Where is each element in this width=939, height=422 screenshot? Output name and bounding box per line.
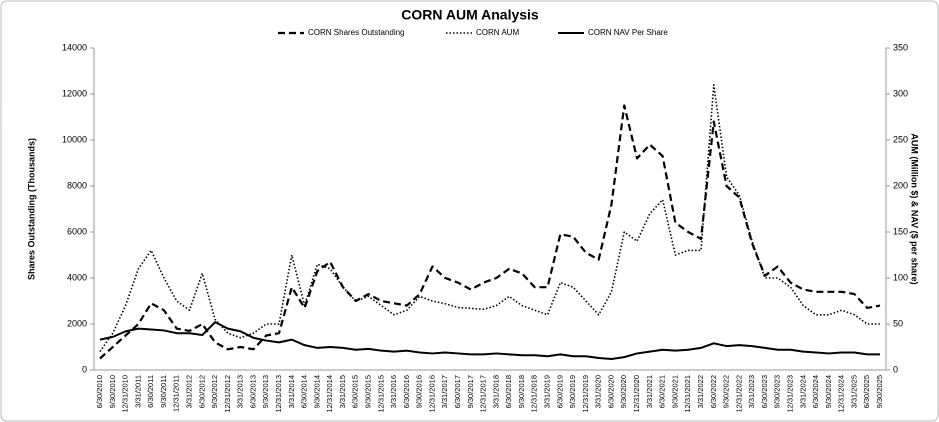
x-tick-label: 12/31/2021 xyxy=(683,375,692,413)
x-tick-label: 9/30/2018 xyxy=(517,375,526,408)
x-tick-label: 9/30/2021 xyxy=(670,375,679,408)
y2-tick-label: 100 xyxy=(893,272,908,282)
y2-axis-title: AUM (Million $) & NAV ($ per share) xyxy=(910,133,920,284)
x-tick-label: 12/31/2019 xyxy=(581,375,590,413)
x-tick-label: 9/30/2017 xyxy=(466,375,475,408)
y2-tick-label: 350 xyxy=(893,42,908,52)
x-tick-label: 12/31/2022 xyxy=(734,375,743,413)
x-tick-label: 3/31/2015 xyxy=(338,375,347,408)
x-tick-label: 12/31/2018 xyxy=(530,375,539,413)
y-tick-label: 14000 xyxy=(62,42,87,52)
x-tick-label: 6/30/2020 xyxy=(606,375,615,408)
chart-title: CORN AUM Analysis xyxy=(401,7,539,23)
x-tick-label: 9/30/2019 xyxy=(568,375,577,408)
x-tick-label: 9/30/2010 xyxy=(108,375,117,408)
x-tick-label: 6/30/2013 xyxy=(248,375,257,408)
x-tick-label: 3/31/2011 xyxy=(133,375,142,408)
x-tick-label: 12/31/2015 xyxy=(376,375,385,413)
x-tick-label: 9/30/2023 xyxy=(773,375,782,408)
x-tick-label: 6/30/2014 xyxy=(300,375,309,408)
x-tick-label: 3/31/2017 xyxy=(440,375,449,408)
x-tick-label: 6/30/2010 xyxy=(95,375,104,408)
x-tick-label: 12/31/2023 xyxy=(785,375,794,413)
x-tick-label: 9/30/2011 xyxy=(159,375,168,408)
y2-tick-label: 250 xyxy=(893,134,908,144)
x-tick-label: 9/30/2016 xyxy=(415,375,424,408)
x-tick-label: 6/30/2023 xyxy=(760,375,769,408)
x-tick-label: 6/30/2024 xyxy=(811,375,820,408)
legend-label: CORN NAV Per Share xyxy=(588,28,668,37)
legend-label: CORN Shares Outstanding xyxy=(308,28,405,37)
x-tick-label: 3/31/2019 xyxy=(543,375,552,408)
y2-tick-label: 50 xyxy=(893,318,903,328)
y2-tick-label: 300 xyxy=(893,88,908,98)
x-tick-label: 6/30/2016 xyxy=(402,375,411,408)
x-tick-label: 12/31/2024 xyxy=(837,375,846,413)
y-axis-title: Shares Outstanding (Thousands) xyxy=(26,138,36,280)
x-tick-label: 12/31/2011 xyxy=(172,375,181,412)
y-tick-label: 2000 xyxy=(67,318,87,328)
y2-tick-label: 200 xyxy=(893,180,908,190)
x-tick-label: 6/30/2018 xyxy=(504,375,513,408)
y-tick-label: 4000 xyxy=(67,272,87,282)
x-tick-label: 9/30/2024 xyxy=(824,375,833,408)
x-tick-label: 3/31/2012 xyxy=(184,375,193,408)
x-tick-label: 3/31/2020 xyxy=(594,375,603,408)
x-tick-label: 12/31/2020 xyxy=(632,375,641,413)
x-tick-label: 3/31/2022 xyxy=(696,375,705,408)
x-tick-label: 6/30/2017 xyxy=(453,375,462,408)
y-tick-label: 10000 xyxy=(62,134,87,144)
x-tick-label: 12/31/2014 xyxy=(325,375,334,413)
x-tick-label: 6/30/2012 xyxy=(197,375,206,408)
x-tick-label: 3/31/2013 xyxy=(236,375,245,408)
x-tick-label: 9/30/2020 xyxy=(619,375,628,408)
x-tick-label: 12/31/2013 xyxy=(274,375,283,413)
x-tick-label: 9/30/2013 xyxy=(261,375,270,408)
y-tick-label: 8000 xyxy=(67,180,87,190)
x-tick-label: 6/30/2011 xyxy=(146,375,155,408)
x-tick-label: 3/31/2023 xyxy=(747,375,756,408)
y-tick-label: 12000 xyxy=(62,88,87,98)
x-tick-label: 6/30/2021 xyxy=(658,375,667,408)
x-tick-label: 9/30/2025 xyxy=(875,375,884,408)
x-tick-label: 12/31/2010 xyxy=(121,375,130,413)
x-tick-label: 3/31/2024 xyxy=(798,375,807,408)
x-tick-label: 3/31/2025 xyxy=(849,375,858,408)
x-tick-label: 6/30/2022 xyxy=(709,375,718,408)
x-tick-label: 12/31/2016 xyxy=(427,375,436,413)
y2-tick-label: 150 xyxy=(893,226,908,236)
x-tick-label: 9/30/2014 xyxy=(312,375,321,408)
x-tick-label: 9/30/2022 xyxy=(722,375,731,408)
legend-label: CORN AUM xyxy=(476,28,519,37)
x-tick-label: 3/31/2016 xyxy=(389,375,398,408)
x-tick-label: 3/31/2021 xyxy=(645,375,654,408)
series-line xyxy=(99,84,880,353)
x-tick-label: 6/30/2025 xyxy=(862,375,871,408)
x-tick-label: 9/30/2015 xyxy=(364,375,373,408)
x-tick-label: 12/31/2012 xyxy=(223,375,232,413)
x-tick-label: 3/31/2018 xyxy=(491,375,500,408)
y-tick-label: 6000 xyxy=(67,226,87,236)
x-tick-label: 9/30/2012 xyxy=(210,375,219,408)
series-line xyxy=(99,321,880,360)
x-tick-label: 6/30/2015 xyxy=(351,375,360,408)
y2-tick-label: 0 xyxy=(893,364,898,374)
x-tick-label: 3/31/2014 xyxy=(287,375,296,408)
x-tick-label: 6/30/2019 xyxy=(555,375,564,408)
y-tick-label: 0 xyxy=(82,364,87,374)
x-tick-label: 12/31/2017 xyxy=(479,375,488,413)
